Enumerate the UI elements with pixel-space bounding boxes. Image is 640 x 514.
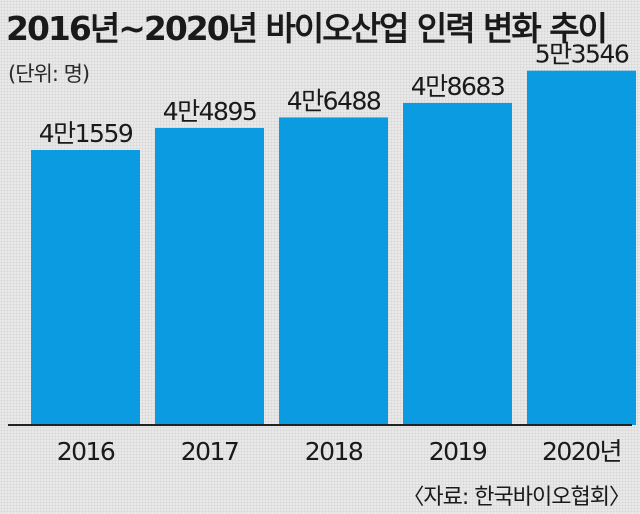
data-label-2016: 4만1559 [39,119,133,148]
x-tick-label-2018: 2018 [305,437,363,466]
bar-2018 [279,117,388,425]
data-label-2019: 4만8683 [411,72,505,101]
bar-2020년 [527,70,636,425]
data-label-2018: 4만6488 [287,86,381,115]
x-tick-label-2019: 2019 [429,437,487,466]
bar-2016 [31,150,140,425]
bar-2017 [155,127,264,425]
bars-group [31,70,636,426]
data-label-2020년: 5만3546 [535,40,629,69]
x-tick-label-2020년: 2020년 [542,437,621,466]
chart-title: 2016년~2020년 바이오산업 인력 변화 추이 [6,9,608,48]
source-note: 〈자료: 한국바이오협회〉 [402,485,631,510]
data-labels-group: 4만1559 4만4895 4만6488 4만8683 5만3546 [39,40,631,148]
bar-2019 [403,102,512,426]
x-tick-label-2017: 2017 [181,437,239,466]
data-label-2017: 4만4895 [163,97,257,126]
x-tick-labels-group: 2016 2017 2018 2019 2020년 [57,437,623,466]
x-tick-label-2016: 2016 [57,437,115,466]
unit-label: (단위: 명) [8,62,90,86]
